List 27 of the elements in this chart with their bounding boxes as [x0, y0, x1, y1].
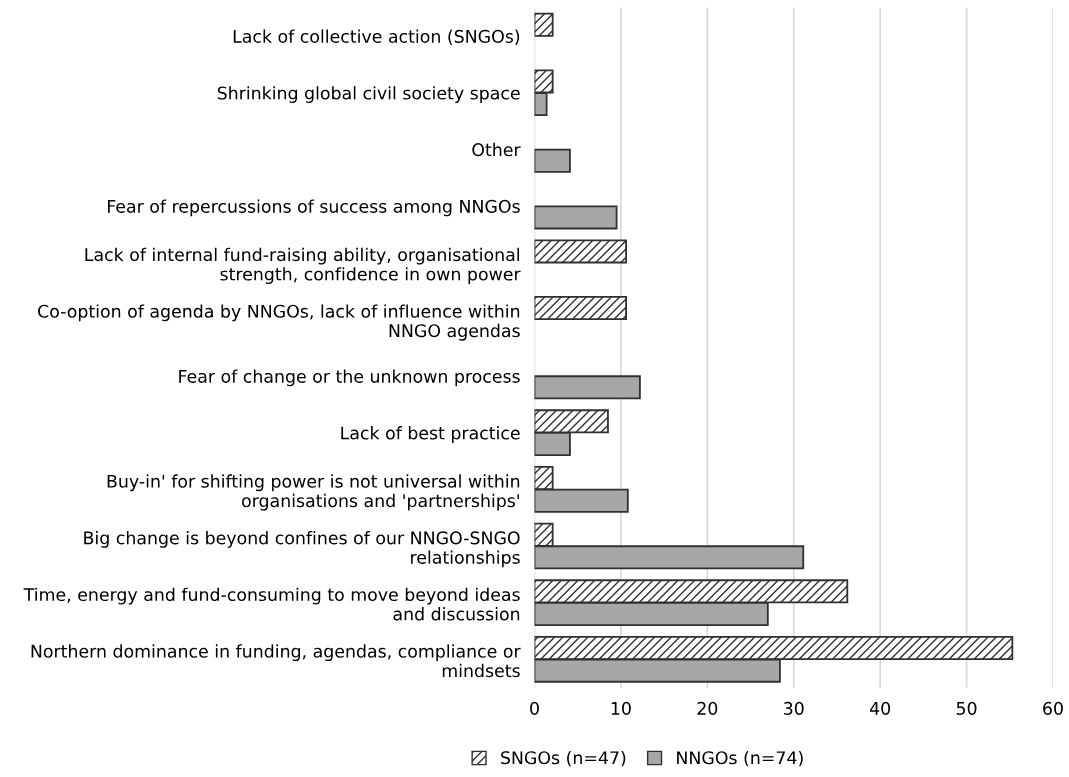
x-tick-label: 40 — [869, 701, 891, 715]
x-tick-label: 20 — [697, 701, 718, 715]
x-tick-label: 30 — [784, 701, 804, 715]
legend-label: SNGOs (n=47) — [501, 750, 626, 767]
y-tick-label: Lack of collective action (SNGOs) — [233, 29, 520, 45]
y-tick-label: Co-option of agenda by NNGOs, lack of influence within NNGO agendas — [38, 304, 520, 341]
y-tick-label: Fear of repercussions of success among NNGOs — [108, 199, 520, 217]
y-tick-label: Buy-in' for shifting power is not universal within organisations and 'partnerships' — [107, 474, 520, 511]
bar — [534, 148, 571, 173]
y-tick-label: Time, energy and fund-consuming to move beyond ideas and discussion — [23, 587, 520, 621]
x-tick-label: 10 — [611, 701, 631, 715]
x-tick-label: 50 — [956, 701, 977, 715]
y-tick-label: Lack of best practice — [341, 426, 520, 443]
y-tick-label: Fear of change or the unknown process — [179, 369, 520, 387]
bar — [534, 375, 641, 400]
x-tick-label: 0 — [530, 701, 539, 715]
bar — [534, 296, 628, 321]
y-tick-label: Northern dominance in funding, agendas, compliance or mindsets — [31, 644, 521, 678]
y-tick-label: Lack of internal fund-raising ability, organisational strength, confidence in own power — [85, 247, 521, 284]
x-tick-label: 60 — [1043, 701, 1063, 715]
legend-label: NNGOs (n=74) — [677, 750, 803, 767]
bar — [534, 239, 628, 264]
bar — [534, 12, 554, 37]
bar — [534, 205, 618, 230]
y-tick-label: Shrinking global civil society space — [217, 86, 520, 103]
y-tick-label: Other — [472, 142, 521, 157]
y-tick-label: Big change is beyond confines of our NNGO-SNGO relationships — [84, 531, 520, 568]
